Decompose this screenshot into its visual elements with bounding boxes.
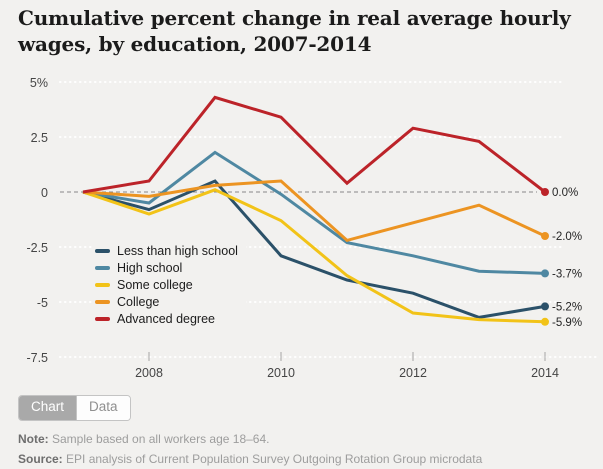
series-end-label: 0.0% — [552, 187, 578, 199]
legend-swatch-icon — [95, 299, 110, 304]
series-end-label: -3.7% — [552, 268, 582, 280]
series-end-dot-less-than-high-school — [541, 302, 549, 311]
note-label: Note: — [18, 432, 49, 446]
series-end-label: -5.9% — [552, 317, 582, 329]
y-axis-tick-label: 2.5 — [31, 131, 48, 145]
source-text: EPI analysis of Current Population Surve… — [62, 452, 483, 466]
legend-label: Less than high school — [117, 243, 238, 258]
series-end-dot-college — [541, 232, 549, 240]
y-axis-tick-label: -5 — [37, 296, 48, 310]
legend-item-college: College — [95, 293, 238, 310]
x-axis-tick-label: 2010 — [267, 366, 295, 380]
legend-swatch-icon — [95, 265, 110, 270]
chart-title-line2: wages, by education, 2007-2014 — [18, 32, 372, 56]
legend-item-advanced-degree: Advanced degree — [95, 310, 238, 327]
note-text: Sample based on all workers age 18–64. — [48, 432, 270, 446]
legend-swatch-icon — [95, 282, 110, 287]
series-end-label: -5.2% — [552, 301, 582, 313]
series-line-less-than-high-school[interactable] — [82, 179, 546, 319]
y-axis-tick-label: 0 — [41, 186, 48, 200]
y-axis-tick-label: 5% — [30, 76, 48, 90]
series-end-dot-some-college — [541, 317, 549, 326]
y-axis-tick-label: -7.5 — [26, 351, 48, 365]
series-line-some-college[interactable] — [82, 188, 546, 324]
x-axis-tick-label: 2008 — [135, 366, 163, 380]
source-label: Source: — [18, 452, 63, 466]
legend-item-less-than-high-school: Less than high school — [95, 242, 238, 259]
chart-data-tab-group: Chart Data — [18, 395, 131, 421]
chart-legend: Less than high school High school Some col… — [93, 241, 246, 330]
series-end-dot-advanced-degree — [541, 188, 549, 196]
legend-item-some-college: Some college — [95, 276, 238, 293]
series-line-college[interactable] — [82, 179, 546, 243]
legend-label: Some college — [117, 277, 193, 292]
y-axis-tick-label: -2.5 — [26, 241, 48, 255]
series-end-dot-high-school — [541, 269, 549, 278]
tab-chart[interactable]: Chart — [19, 396, 77, 420]
legend-item-high-school: High school — [95, 259, 238, 276]
series-end-label: -2.0% — [552, 231, 582, 243]
chart-title: Cumulative percent change in real averag… — [18, 5, 593, 57]
x-axis-tick-label: 2014 — [531, 366, 559, 380]
tab-data[interactable]: Data — [76, 396, 130, 420]
series-line-advanced-degree[interactable] — [82, 95, 546, 194]
legend-swatch-icon — [95, 248, 110, 253]
source-line: Source: EPI analysis of Current Populati… — [18, 449, 482, 469]
chart-title-line1: Cumulative percent change in real averag… — [18, 6, 571, 30]
footnotes: Note: Sample based on all workers age 18… — [18, 429, 482, 469]
legend-label: Advanced degree — [117, 311, 215, 326]
legend-label: High school — [117, 260, 183, 275]
note-line: Note: Sample based on all workers age 18… — [18, 429, 482, 449]
x-axis-tick-label: 2012 — [399, 366, 427, 380]
legend-label: College — [117, 294, 160, 309]
legend-swatch-icon — [95, 316, 110, 321]
